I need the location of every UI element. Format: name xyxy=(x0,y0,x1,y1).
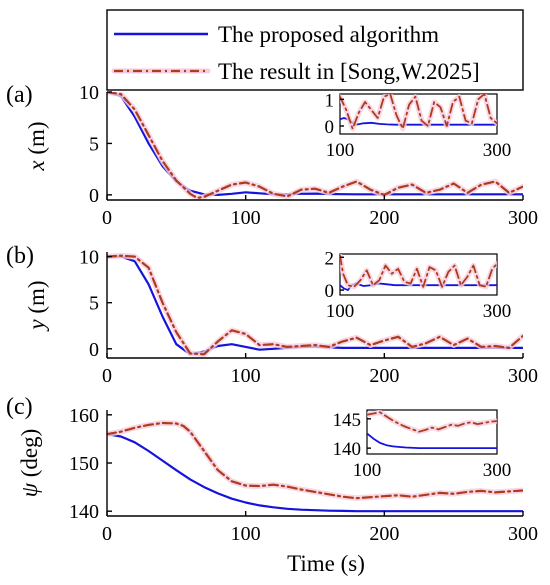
y-axis-label: x (m) xyxy=(24,121,49,171)
x-tick-label: 200 xyxy=(369,207,399,229)
x-axis-label: Time (s) xyxy=(287,551,365,576)
inset-line-song2025 xyxy=(340,254,497,288)
inset-y-tick-label: 140 xyxy=(333,439,362,460)
x-tick-label: 300 xyxy=(508,365,538,387)
inset-x-tick-label: 100 xyxy=(326,301,355,322)
inset-plot-area xyxy=(367,410,497,450)
series-line-song2025 xyxy=(107,254,523,356)
inset-y-tick-label: 0 xyxy=(325,281,335,302)
inset-plot-area xyxy=(340,94,497,132)
inset-x-tick-label: 100 xyxy=(326,140,355,161)
y-tick-label: 0 xyxy=(89,339,99,361)
inset-plot: 100 300 0 2 xyxy=(325,248,512,322)
panel-label: (c) xyxy=(6,394,33,420)
y-tick-label: 150 xyxy=(69,453,99,475)
inset-x-tick-label: 300 xyxy=(483,301,512,322)
inset-y-tick-label: 1 xyxy=(325,90,335,111)
inset-y-tick-label: 0 xyxy=(325,117,335,138)
inset-line-proposed xyxy=(367,432,497,450)
y-tick-label: 10 xyxy=(79,247,99,269)
x-tick-label: 0 xyxy=(102,207,112,229)
inset-y-tick-label: 145 xyxy=(333,410,362,431)
series-line-song2025 xyxy=(107,421,523,500)
y-tick-label: 10 xyxy=(79,82,99,104)
inset-plot: 100 300 0 1 xyxy=(325,90,512,161)
plot-area xyxy=(107,420,523,513)
panel-c: 0 100 200 300 140 150 160 (c) ψ (deg) 100 300 140 14… xyxy=(6,394,538,545)
inset-x-tick-label: 100 xyxy=(353,460,382,481)
x-tick-label: 300 xyxy=(508,523,538,545)
x-tick-label: 200 xyxy=(369,365,399,387)
legend-label: The result in [Song,W.2025] xyxy=(218,59,480,84)
x-tick-label: 0 xyxy=(102,523,112,545)
panel-label: (a) xyxy=(6,82,33,108)
inset-y-tick-label: 2 xyxy=(325,248,335,269)
y-tick-label: 0 xyxy=(89,185,99,207)
inset-line-song2025 xyxy=(367,411,497,433)
x-tick-label: 200 xyxy=(369,523,399,545)
legend-label: The proposed algorithm xyxy=(218,22,439,47)
plot-area xyxy=(107,252,523,358)
inset-plot-area xyxy=(340,254,497,292)
y-tick-label: 140 xyxy=(69,501,99,523)
plot-area xyxy=(107,92,523,200)
y-tick-label: 5 xyxy=(89,293,99,315)
x-tick-label: 100 xyxy=(231,523,261,545)
y-tick-label: 5 xyxy=(89,133,99,155)
y-tick-label: 160 xyxy=(69,405,99,427)
x-tick-label: 100 xyxy=(231,207,261,229)
inset-x-tick-label: 300 xyxy=(483,140,512,161)
x-tick-label: 0 xyxy=(102,365,112,387)
x-tick-label: 100 xyxy=(231,365,261,387)
panel-label: (b) xyxy=(6,243,34,269)
series-line-song2025 xyxy=(107,92,523,199)
series-line-proposed xyxy=(107,433,523,513)
legend-box xyxy=(106,9,524,91)
y-axis-label: ψ (deg) xyxy=(17,429,42,498)
legend: The proposed algorithm The result in [Son… xyxy=(106,9,524,91)
inset-x-tick-label: 300 xyxy=(483,460,512,481)
y-axis-label: y (m) xyxy=(24,280,49,331)
inset-line-song2025 xyxy=(340,94,497,130)
x-tick-label: 300 xyxy=(508,207,538,229)
inset-plot: 100 300 140 145 xyxy=(333,409,512,481)
